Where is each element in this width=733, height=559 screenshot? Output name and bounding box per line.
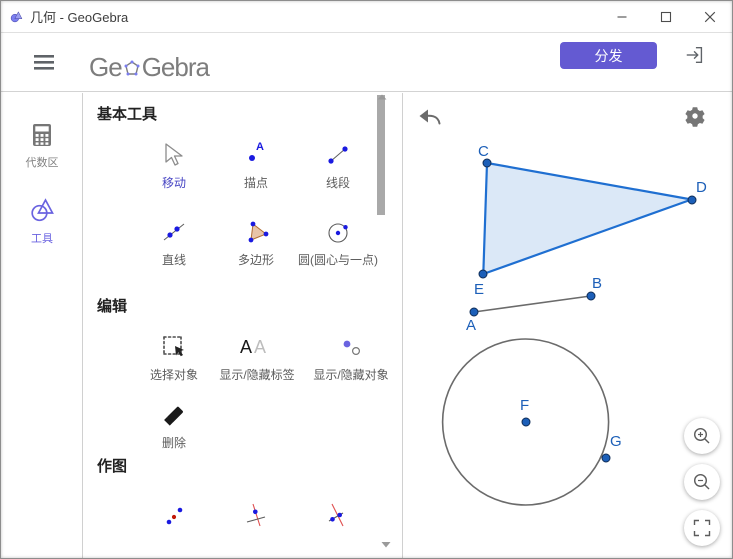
svg-text:A: A	[254, 337, 266, 357]
svg-text:A: A	[256, 142, 264, 153]
svg-text:A: A	[240, 337, 252, 357]
